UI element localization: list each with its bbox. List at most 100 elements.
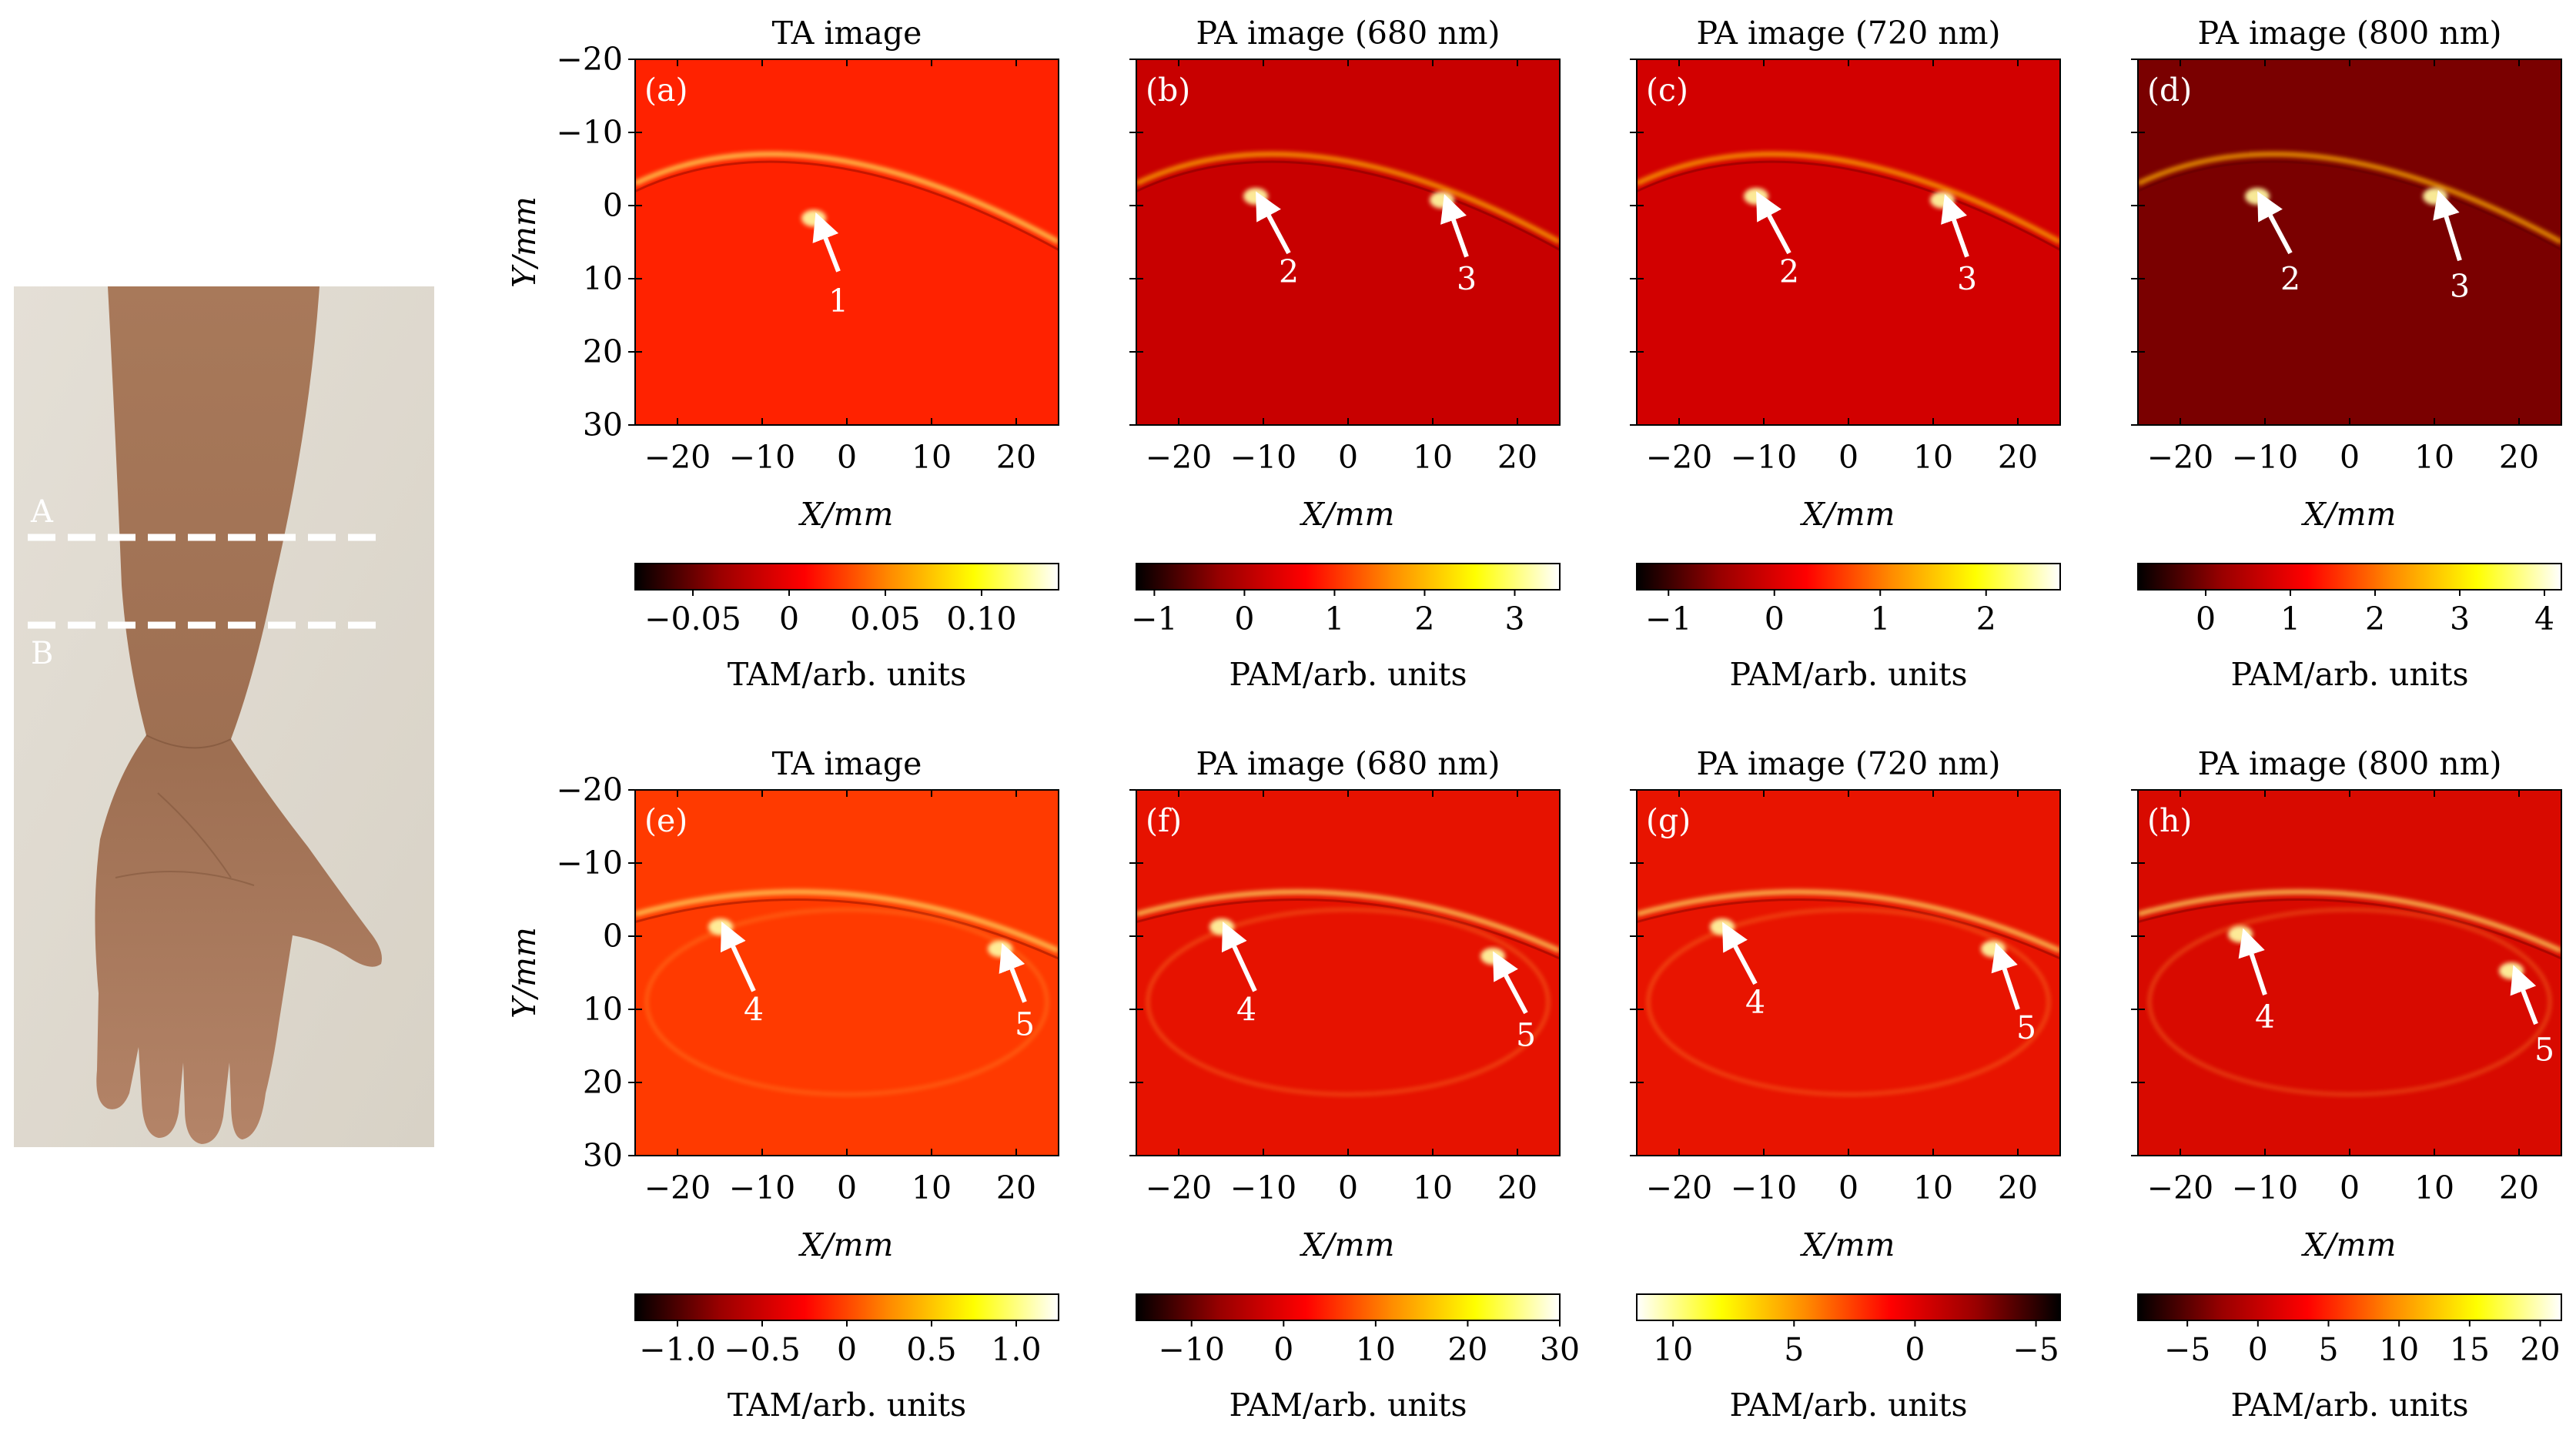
- x-tick-label: −20: [2147, 439, 2214, 476]
- y-tick-label: −10: [556, 114, 623, 151]
- panel-a: TA image (a) 1 −20 −10 0 10 20 X/mm −20 −10 0 10 20 30…: [506, 15, 1059, 693]
- colorbar-tick-label: 4: [2534, 601, 2554, 637]
- surface-arc: [1136, 889, 1560, 953]
- colorbar-tick-label: 0: [1905, 1331, 1925, 1368]
- heatmap-image: [2138, 790, 2561, 1156]
- tissue-ring: [645, 908, 1049, 1096]
- panel-f: PA image (680 nm)(f)45−20 −10 0 10 20X/mm−10…: [1129, 745, 1580, 1424]
- colorbar-tick-label: 0: [2196, 601, 2216, 637]
- colorbar-tick-label: −1: [1131, 601, 1177, 637]
- marker-label: 2: [2280, 260, 2300, 297]
- y-tick-label: 20: [583, 333, 623, 370]
- wrist-crease: [146, 734, 232, 749]
- heatmap-image: [1136, 59, 1560, 425]
- surface-arc-shadow: [1637, 898, 2060, 960]
- marker-arrow: [1440, 193, 1469, 258]
- y-tick-label: −10: [556, 845, 623, 882]
- marker-label: 1: [828, 283, 848, 320]
- marker-arrow: [2257, 191, 2293, 255]
- colorbar-tick-label: 3: [2450, 601, 2470, 637]
- panel-title: PA image (720 nm): [1696, 745, 2000, 782]
- x-tick-label: −20: [1646, 439, 1713, 476]
- panel-title: PA image (680 nm): [1196, 745, 1500, 782]
- colorbar-tick-label: 1: [1324, 601, 1344, 637]
- marker-arrow: [812, 212, 841, 273]
- colorbar-tick-label: −5: [2164, 1331, 2210, 1368]
- y-tick-label: 30: [583, 1137, 623, 1174]
- colorbar-tick-label: 10: [2379, 1331, 2419, 1368]
- x-tick-label: 10: [1413, 439, 1453, 476]
- colorbar-tick-label: 30: [1540, 1331, 1580, 1368]
- panel-letter: (b): [1146, 72, 1190, 109]
- panel-letter: (a): [644, 72, 687, 109]
- x-tick-label: 20: [1497, 1169, 1537, 1206]
- heatmap-image: [1136, 790, 1560, 1156]
- colorbar-tick-label: 0.05: [850, 601, 920, 637]
- x-tick-label: 10: [912, 1169, 952, 1206]
- heatmap-image: [1637, 59, 2060, 425]
- colorbar-tick-label: −1.0: [639, 1331, 716, 1368]
- colorbar-label: PAM/arb. units: [1229, 656, 1467, 693]
- x-axis-label: X/mm: [798, 1226, 894, 1263]
- marker-arrow: [1493, 951, 1528, 1015]
- marker-label: 5: [2016, 1009, 2036, 1046]
- colorbar-tick-label: 5: [2318, 1331, 2338, 1368]
- panel-title: PA image (800 nm): [2197, 15, 2501, 52]
- x-tick-label: 10: [1413, 1169, 1453, 1206]
- colorbar-tick-label: 0: [837, 1331, 857, 1368]
- x-tick-label: −10: [2232, 439, 2299, 476]
- marker-arrow: [1722, 922, 1758, 985]
- panel-title: PA image (720 nm): [1696, 15, 2000, 52]
- panel-letter: (f): [1146, 802, 1182, 839]
- panel-h: PA image (800 nm)(h) 4 5 −20 −10 0 10 20 X/mm −5 0…: [2131, 745, 2562, 1424]
- surface-arc-shadow: [1136, 160, 1560, 251]
- x-tick-label: 20: [996, 439, 1036, 476]
- hot-spot: [1243, 188, 1268, 205]
- forearm-photo: A B: [14, 286, 434, 1147]
- colorbar-label: PAM/arb. units: [1729, 1387, 1967, 1424]
- x-tick-label: −10: [729, 1169, 796, 1206]
- panel-g: PA image (720 nm)(g) 4 5 −20 −10 0 10 20 X/mm 10 5…: [1630, 745, 2061, 1424]
- x-tick-label: 20: [1497, 439, 1537, 476]
- marker-label: 2: [1779, 253, 1799, 290]
- marker-label: 3: [1957, 260, 1977, 297]
- colorbar-label: TAM/arb. units: [728, 656, 966, 693]
- surface-arc: [1637, 889, 2060, 953]
- x-tick-label: 10: [2414, 1169, 2454, 1206]
- marker-arrow: [1991, 942, 2020, 1010]
- panel-d: PA image (800 nm)(d) 2 3 −20 −10 0 10 20 X/mm 0 1 2…: [2131, 15, 2562, 693]
- hot-spot: [708, 918, 733, 935]
- hot-spot: [2423, 188, 2447, 205]
- x-tick-label: 20: [1998, 439, 2038, 476]
- panel-c: PA image (720 nm)(c)2 3−20 −10 0 10 20X/mm−1 0…: [1630, 15, 2061, 693]
- colorbar-tick-label: −0.05: [644, 601, 741, 637]
- marker-arrow: [2238, 928, 2267, 995]
- x-tick-label: 10: [912, 439, 952, 476]
- y-tick-label: 10: [583, 260, 623, 297]
- x-axis-label: X/mm: [1800, 496, 1895, 533]
- section-label-b: B: [31, 636, 53, 671]
- x-tick-label: 20: [996, 1169, 1036, 1206]
- panel-letter: (h): [2147, 802, 2192, 839]
- colorbar: [2137, 563, 2562, 591]
- x-tick-label: 0: [2340, 1169, 2360, 1206]
- surface-arc: [1136, 152, 1560, 245]
- marker-arrow: [2433, 189, 2462, 262]
- colorbar-tick-label: 0.5: [906, 1331, 956, 1368]
- x-tick-label: 0: [2340, 439, 2360, 476]
- panel-letter: (g): [1646, 802, 1691, 839]
- hot-spot: [1480, 948, 1505, 965]
- image-panels: TA image(a)1−20 −10 0 10 20X/mm−20−100102030…: [506, 15, 2562, 1424]
- colorbar-tick-label: 15: [2450, 1331, 2490, 1368]
- marker-label: 5: [1516, 1017, 1536, 1054]
- x-tick-label: −10: [1731, 1169, 1798, 1206]
- x-tick-label: −20: [1646, 1169, 1713, 1206]
- x-tick-label: 0: [1838, 439, 1858, 476]
- surface-arc-shadow: [1136, 898, 1560, 960]
- x-tick-label: −10: [1731, 439, 1798, 476]
- palm-crease: [115, 871, 255, 886]
- x-axis-label: X/mm: [2301, 1226, 2397, 1263]
- y-tick-label: 20: [583, 1064, 623, 1101]
- x-tick-label: 0: [837, 439, 857, 476]
